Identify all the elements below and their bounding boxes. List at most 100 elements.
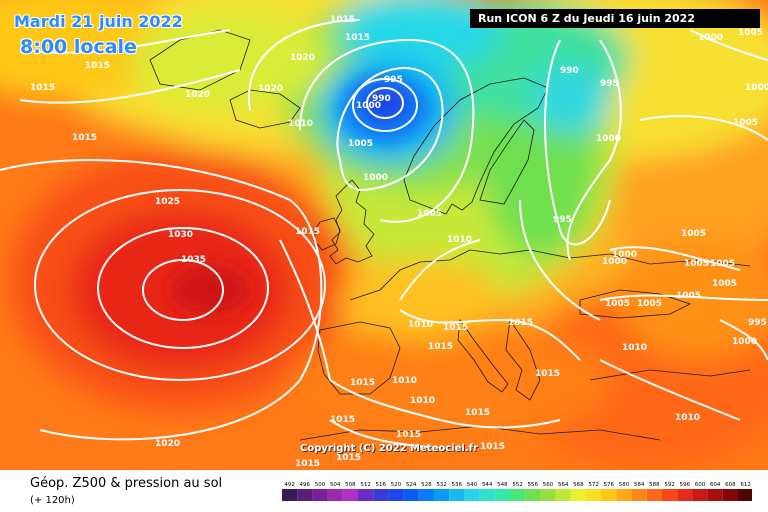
isobar-label: 1005 (733, 118, 758, 128)
scale-swatch (388, 489, 404, 501)
scale-swatch (373, 489, 389, 501)
scale-swatch (540, 489, 556, 501)
isobar-label: 1005 (684, 259, 709, 269)
scale-swatch (479, 489, 495, 501)
isobar-label: 995 (553, 215, 572, 225)
isobar-label: 1015 (330, 15, 355, 25)
weather-map: 1015 1015 1015 1015 1015 1020 1020 1020 1010 995 9… (0, 0, 768, 470)
scale-tick-label: 536 (452, 482, 463, 488)
scale-swatch (692, 489, 708, 501)
scale-swatch (327, 489, 343, 501)
isobar-label: 1015 (508, 318, 533, 328)
isobar-label: 1005 (605, 299, 630, 309)
legend-subtitle: (+ 120h) (30, 495, 75, 506)
isobar-label: 1005 (637, 299, 662, 309)
isobar-label: 1005 (348, 139, 373, 149)
scale-swatch (738, 489, 752, 501)
scale-tick-label: 512 (360, 482, 371, 488)
isobar-label: 995 (600, 79, 619, 89)
isobar-label: 1020 (258, 84, 283, 94)
scale-swatch (586, 489, 602, 501)
scale-tick-label: 516 (376, 482, 387, 488)
isobar-label: 1015 (85, 61, 110, 71)
scale-swatch (464, 489, 480, 501)
isobar-label: 1010 (675, 413, 700, 423)
legend-bar: Géop. Z500 & pression au sol (+ 120h) 49… (0, 470, 768, 512)
isobar-label: 1010 (622, 343, 647, 353)
isobar-label: 1000 (356, 101, 381, 111)
copyright-text: Copyright (C) 2022 Meteociel.fr (300, 443, 478, 454)
scale-tick-label: 540 (467, 482, 478, 488)
scale-tick-label: 544 (482, 482, 493, 488)
isobar-label: 1000 (602, 257, 627, 267)
isobar-label: 1020 (155, 439, 180, 449)
scale-tick-label: 580 (619, 482, 630, 488)
scale-swatch (358, 489, 374, 501)
forecast-time: 8:00 locale (20, 36, 137, 58)
scale-swatch (449, 489, 465, 501)
scale-tick-label: 576 (604, 482, 615, 488)
scale-swatch (282, 489, 298, 501)
isobar-label: 1015 (396, 430, 421, 440)
scale-tick-label: 524 (406, 482, 417, 488)
isobar-label: 1015 (336, 453, 361, 463)
scale-tick-label: 588 (649, 482, 660, 488)
geopotential-field: 1015 1015 1015 1015 1015 1020 1020 1020 1010 995 9… (0, 0, 768, 470)
scale-swatch (570, 489, 586, 501)
scale-tick-label: 564 (558, 482, 569, 488)
scale-tick-label: 528 (421, 482, 432, 488)
isobar-label: 1015 (480, 442, 505, 452)
scale-tick-label: 504 (330, 482, 341, 488)
isobar-label: 1015 (443, 323, 468, 333)
scale-tick-label: 560 (543, 482, 554, 488)
isobar-label: 1020 (290, 53, 315, 63)
scale-swatch (494, 489, 510, 501)
isobar-labels: 1015 1015 1015 1015 1015 1020 1020 1020 1010 995 9… (30, 15, 768, 469)
scale-swatch (312, 489, 328, 501)
isobar-label: 1015 (465, 408, 490, 418)
scale-tick-label: 568 (573, 482, 584, 488)
scale-tick-label: 612 (740, 482, 751, 488)
isobar-label: 1000 (732, 337, 757, 347)
isobar-label: 1015 (350, 378, 375, 388)
isobar-label: 1000 (745, 83, 768, 93)
run-info: Run ICON 6 Z du Jeudi 16 juin 2022 (470, 9, 760, 28)
scale-tick-label: 532 (436, 482, 447, 488)
forecast-date: Mardi 21 juin 2022 (14, 12, 183, 31)
scale-swatch (707, 489, 723, 501)
scale-swatch (677, 489, 693, 501)
scale-tick-label: 500 (315, 482, 326, 488)
scale-tick-label: 508 (345, 482, 356, 488)
isobar-label: 1015 (345, 33, 370, 43)
scale-tick-label: 596 (680, 482, 691, 488)
scale-tick-label: 520 (391, 482, 402, 488)
scale-swatch (510, 489, 526, 501)
scale-swatch (525, 489, 541, 501)
scale-tick-label: 584 (634, 482, 645, 488)
isobar-label: 1015 (295, 459, 320, 469)
isobar-label: 990 (372, 94, 391, 104)
isobar-label: 995 (384, 75, 403, 85)
isobar-label: 1015 (30, 83, 55, 93)
isobar-label: 1010 (392, 376, 417, 386)
scale-tick-label: 604 (710, 482, 721, 488)
isobar-label: 1025 (155, 197, 180, 207)
isobar-label: 1010 (408, 320, 433, 330)
isobar-label: 1005 (738, 28, 763, 38)
isobar-label: 1015 (535, 369, 560, 379)
isobar-label: 1020 (185, 90, 210, 100)
isobar-label: 995 (748, 318, 767, 328)
high-center-marker (207, 284, 215, 292)
legend-title: Géop. Z500 & pression au sol (30, 476, 223, 491)
isobar-label: 1005 (676, 291, 701, 301)
isobar-label: 1000 (363, 173, 388, 183)
isobar-label: 1005 (710, 259, 735, 269)
isobar-lines (0, 19, 768, 449)
isobar-label: 1015 (72, 133, 97, 143)
isobar-label: 1010 (410, 396, 435, 406)
scale-tick-label: 592 (664, 482, 675, 488)
isobar-label: 1010 (447, 235, 472, 245)
isobar-label: 1005 (712, 279, 737, 289)
scale-tick-label: 600 (695, 482, 706, 488)
scale-tick-label: 572 (588, 482, 599, 488)
